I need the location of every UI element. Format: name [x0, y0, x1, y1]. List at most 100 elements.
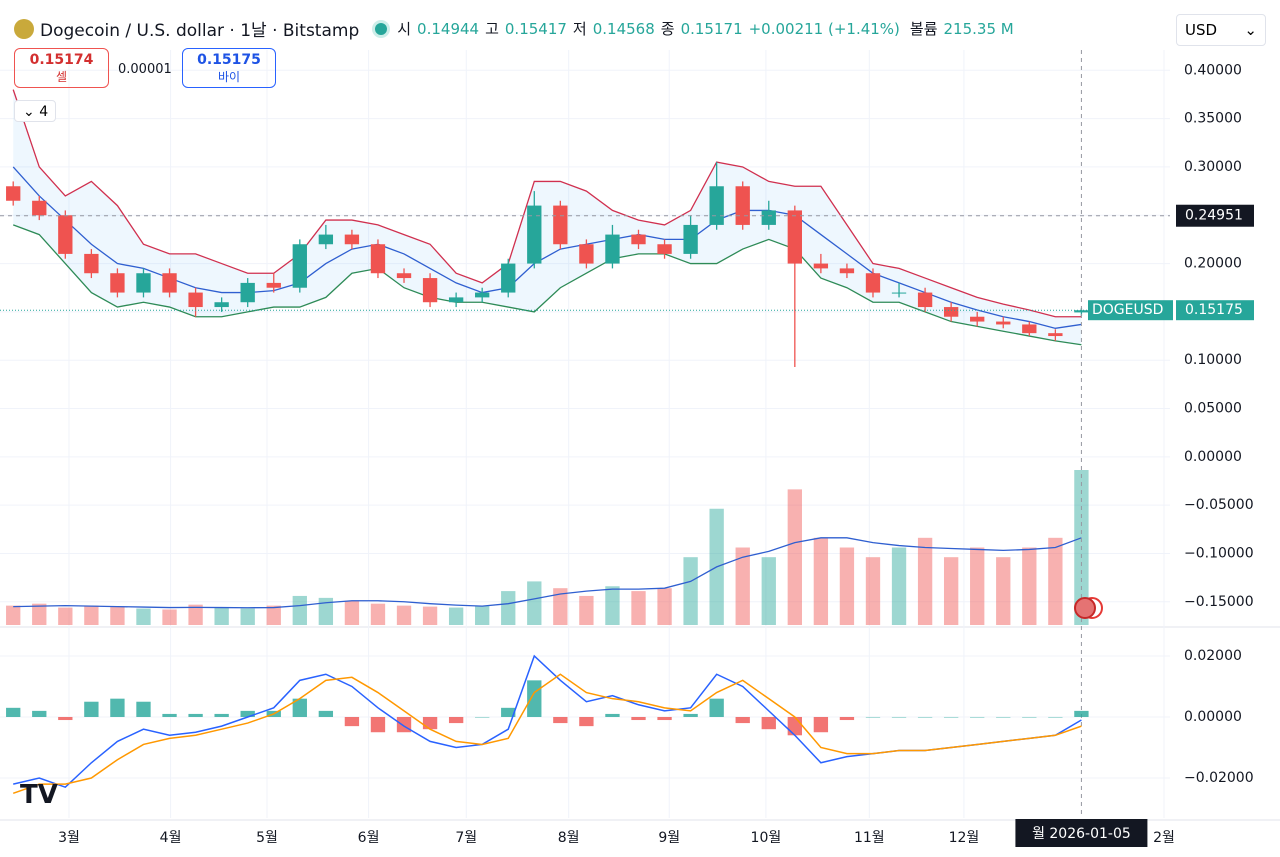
- candle-body: [996, 321, 1011, 325]
- candle-body: [1022, 324, 1037, 334]
- macd-histogram: [1022, 716, 1037, 718]
- sell-label: 셀: [55, 70, 68, 84]
- candle-body: [1048, 333, 1063, 337]
- volume-bar: [683, 557, 698, 625]
- candle-body: [943, 307, 959, 317]
- volume-bar: [214, 607, 229, 625]
- macd-histogram: [6, 707, 21, 717]
- macd-histogram: [839, 716, 855, 721]
- y-tick-label: 0.30000: [1184, 159, 1242, 175]
- volume-bar: [970, 547, 985, 625]
- volume-bar: [162, 609, 177, 625]
- y-tick-label: −0.05000: [1184, 497, 1254, 513]
- bollinger-upper: [12, 89, 1082, 318]
- candle-body: [6, 186, 21, 201]
- candle-body: [318, 234, 334, 245]
- coin-icon: [14, 18, 34, 39]
- volume-bar: [943, 557, 959, 625]
- candle-body: [553, 205, 568, 245]
- macd-histogram: [735, 716, 750, 724]
- crosshair-price-label: 0.24951: [1185, 208, 1243, 224]
- spread: 0.00001: [118, 62, 172, 77]
- volume-bar: [891, 547, 907, 625]
- macd-histogram: [761, 716, 776, 730]
- y-tick-label: −0.02000: [1184, 770, 1254, 786]
- macd-histogram: [422, 716, 438, 730]
- volume-bar: [344, 600, 360, 625]
- macd-line: [13, 654, 1082, 789]
- macd-histogram: [579, 716, 594, 727]
- volume-bar: [735, 547, 750, 625]
- x-tick-label: 6월: [358, 830, 380, 846]
- ohlc-label: 고: [485, 20, 499, 38]
- symbol-header: Dogecoin / U.S. dollar · 1날 · Bitstamp 시…: [14, 16, 1014, 41]
- macd-histogram: [605, 713, 620, 717]
- crosshair-date-label: 월 2026-01-05: [1032, 826, 1131, 842]
- event-flag: [1074, 597, 1096, 619]
- x-tick-label: 9월: [658, 830, 680, 846]
- volume-bar: [865, 557, 881, 625]
- y-tick-label: 0.40000: [1184, 62, 1242, 78]
- candle-body: [240, 282, 255, 303]
- volume-ma: [13, 537, 1082, 609]
- volume-bar: [292, 595, 307, 625]
- volume-bar: [58, 607, 73, 625]
- crosshair-price-tag: [1176, 204, 1254, 227]
- candle-body: [891, 292, 907, 294]
- y-tick-label: 0.00000: [1184, 709, 1242, 725]
- ohlc-label: 시: [397, 20, 412, 38]
- y-tick-label: −0.15000: [1184, 594, 1254, 610]
- macd-histogram: [162, 713, 177, 717]
- candle-body: [579, 244, 594, 264]
- y-tick-label: 0.05000: [1184, 401, 1242, 417]
- x-tick-label: 2월: [1153, 830, 1175, 846]
- candle-body: [475, 292, 490, 298]
- macd-histogram: [1048, 716, 1063, 718]
- macd-histogram: [709, 698, 724, 717]
- buy-button[interactable]: 0.15175 바이: [182, 48, 276, 88]
- candle-body: [344, 234, 360, 245]
- volume-bar: [84, 605, 99, 625]
- macd-histogram: [501, 707, 516, 717]
- candle-body: [917, 292, 933, 308]
- candle-body: [683, 224, 698, 254]
- ohlc-label: 종: [660, 20, 675, 38]
- volume-bar: [787, 489, 802, 625]
- symbol-tag: [1088, 300, 1173, 321]
- indicator-toggle[interactable]: ⌄ 4: [14, 100, 56, 122]
- volume-bar: [32, 603, 47, 625]
- y-tick-label: 0.00000: [1184, 449, 1242, 465]
- candle-body: [657, 244, 672, 254]
- bollinger-fill: [13, 89, 1082, 345]
- sell-button[interactable]: 0.15174 셀: [14, 48, 109, 88]
- candle-body: [709, 186, 724, 225]
- macd-histogram: [657, 716, 672, 721]
- candle-body: [422, 278, 438, 303]
- symbol-title[interactable]: Dogecoin / U.S. dollar · 1날 · Bitstamp: [40, 21, 360, 41]
- volume-bar: [605, 586, 620, 625]
- candle-body: [605, 234, 620, 264]
- currency-select[interactable]: USD ⌄: [1176, 14, 1266, 46]
- candle-body: [110, 273, 125, 293]
- x-tick-label: 8월: [558, 830, 580, 846]
- currency: USD: [1185, 21, 1218, 39]
- y-tick-label: 0.10000: [1184, 352, 1242, 368]
- macd-histogram: [188, 713, 203, 717]
- macd-histogram: [344, 716, 360, 727]
- candle-body: [761, 210, 776, 225]
- volume-bar: [318, 597, 334, 625]
- bollinger-middle: [12, 166, 1082, 329]
- candle-body: [58, 215, 73, 254]
- macd-histogram: [32, 710, 47, 717]
- macd-histogram: [1074, 710, 1089, 717]
- candle-body: [839, 268, 855, 274]
- x-tick-label: 4월: [160, 830, 182, 846]
- volume-bar: [657, 588, 672, 625]
- macd-line: [12, 673, 1082, 794]
- ohlc-value: 0.14568: [592, 19, 655, 38]
- candle-body: [32, 200, 47, 216]
- macd-histogram: [58, 716, 73, 721]
- ohlc-value: 0.14944: [417, 19, 480, 38]
- last-price-label: 0.15175: [1185, 302, 1243, 318]
